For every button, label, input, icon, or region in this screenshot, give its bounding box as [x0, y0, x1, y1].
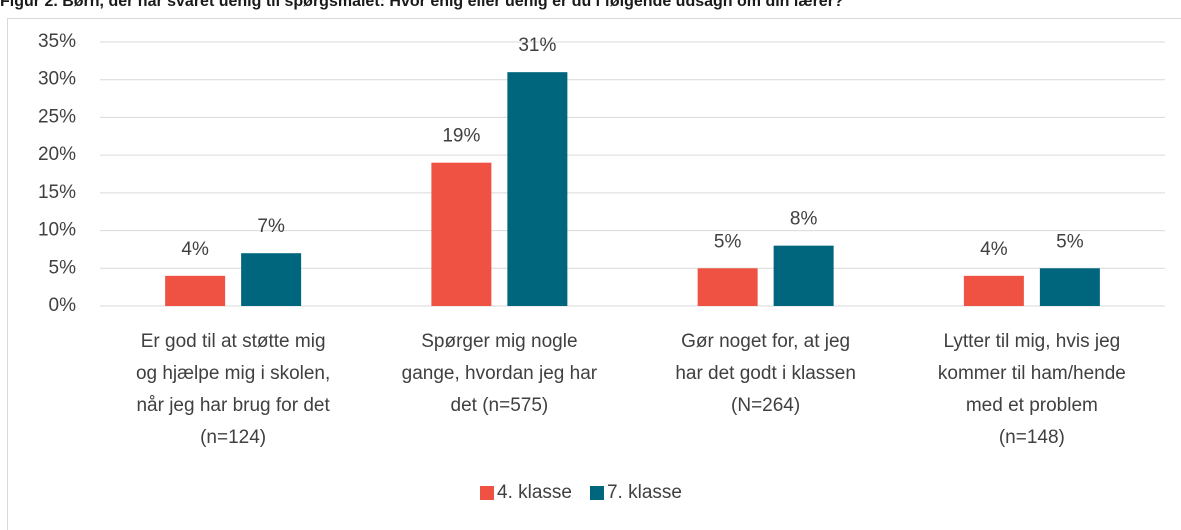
bar — [963, 275, 1024, 306]
bar — [773, 245, 834, 306]
legend-swatch — [480, 486, 494, 500]
data-label: 4% — [181, 239, 209, 260]
x-tick-label: når jeg har brug for det — [136, 395, 330, 416]
data-label: 5% — [714, 231, 742, 252]
bar — [507, 72, 568, 307]
y-tick-label: 5% — [49, 257, 77, 278]
y-tick-label: 20% — [38, 144, 76, 165]
y-tick-label: 15% — [38, 182, 76, 203]
data-label: 5% — [1056, 231, 1084, 252]
y-tick-label: 10% — [38, 220, 76, 241]
chart-title: Figur 2. Børn, der har svaret uenig til … — [0, 0, 844, 10]
legend-label: 4. klasse — [497, 482, 572, 503]
legend-label: 7. klasse — [607, 482, 682, 503]
bar — [241, 253, 302, 306]
x-tick-label: (N=264) — [731, 395, 800, 416]
y-tick-label: 0% — [49, 295, 77, 316]
data-label: 19% — [442, 126, 480, 147]
x-tick-label: Er god til at støtte mig — [141, 331, 326, 352]
y-tick-label: 35% — [38, 31, 76, 52]
bar — [165, 275, 226, 306]
data-label: 4% — [980, 239, 1008, 260]
bar — [1039, 268, 1100, 306]
data-label: 8% — [790, 209, 818, 230]
x-tick-label: har det godt i klassen — [675, 363, 856, 384]
x-tick-label: kommer til ham/hende — [938, 363, 1126, 384]
chart-frame — [7, 18, 1181, 530]
x-tick-label: (n=124) — [200, 427, 266, 448]
legend-swatch — [589, 486, 604, 500]
y-tick-label: 25% — [38, 106, 76, 127]
x-tick-label: det (n=575) — [451, 395, 549, 416]
data-label: 7% — [257, 216, 285, 237]
x-tick-label: Lytter til mig, hvis jeg — [944, 331, 1121, 352]
x-tick-label: Spørger mig nogle — [421, 331, 577, 352]
x-tick-label: med et problem — [966, 395, 1098, 416]
data-label: 31% — [518, 35, 556, 56]
x-tick-label: gange, hvordan jeg har — [402, 363, 598, 384]
x-tick-label: Gør noget for, at jeg — [681, 331, 850, 352]
x-tick-label: og hjælpe mig i skolen, — [136, 363, 330, 384]
x-tick-label: (n=148) — [999, 427, 1065, 448]
y-tick-label: 30% — [38, 69, 76, 90]
bar — [697, 268, 758, 306]
bar — [431, 162, 492, 306]
